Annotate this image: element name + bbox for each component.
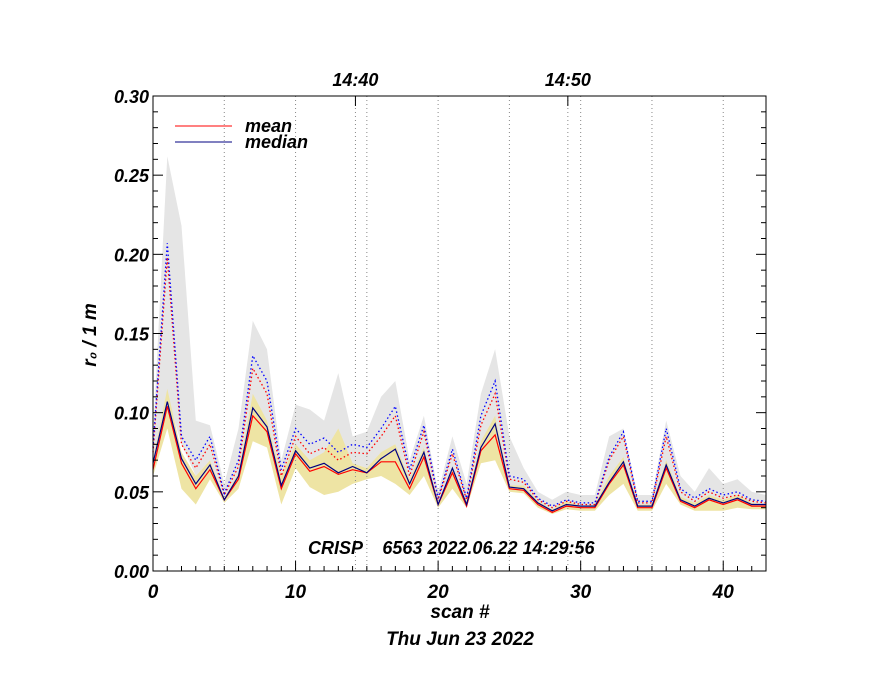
plot-frame	[152, 95, 767, 572]
series-median	[152, 401, 766, 512]
legend-median-label: median	[245, 132, 308, 152]
annotation: CRISP 6563 2022.06.22 14:29:56	[308, 538, 596, 558]
x-tick-label-30: 30	[570, 582, 592, 603]
axis-ticks	[152, 95, 767, 572]
date-label: Thu Jun 23 2022	[386, 629, 534, 650]
series-mean	[152, 406, 766, 514]
y-tick-label-3: 0.15	[114, 325, 150, 345]
band-grey-envelope	[153, 156, 766, 510]
x-tick-label-40: 40	[712, 582, 735, 603]
legend-mean-label: mean	[245, 116, 292, 136]
y-tick-label-6: 0.30	[114, 87, 149, 107]
y-tick-label-0: 0.00	[114, 562, 149, 582]
y-axis-title: r₀ / 1 m	[80, 303, 101, 367]
x-tick-label-0: 0	[148, 582, 159, 603]
top-tick-label-0: 14:40	[332, 70, 378, 90]
legend: mean median	[175, 116, 308, 152]
x-tick-label-20: 20	[427, 582, 450, 603]
band-yellow-band	[153, 388, 766, 514]
y-tick-label-4: 0.20	[114, 245, 149, 265]
y-tick-label-5: 0.25	[114, 166, 150, 186]
series-median_upper	[152, 243, 767, 507]
series-lines	[152, 243, 767, 514]
y-tick-label-1: 0.05	[114, 483, 150, 503]
x-tick-label-10: 10	[285, 582, 307, 603]
tick-labels: 0 10 20 30 40 14:40 14:50 0.00 0.05 0.10 0.15 0.20 0…	[114, 70, 734, 603]
top-tick-label-1: 14:50	[545, 70, 591, 90]
x-axis-title: scan #	[430, 602, 490, 623]
envelope-bands	[153, 156, 766, 514]
y-tick-label-2: 0.10	[114, 404, 149, 424]
